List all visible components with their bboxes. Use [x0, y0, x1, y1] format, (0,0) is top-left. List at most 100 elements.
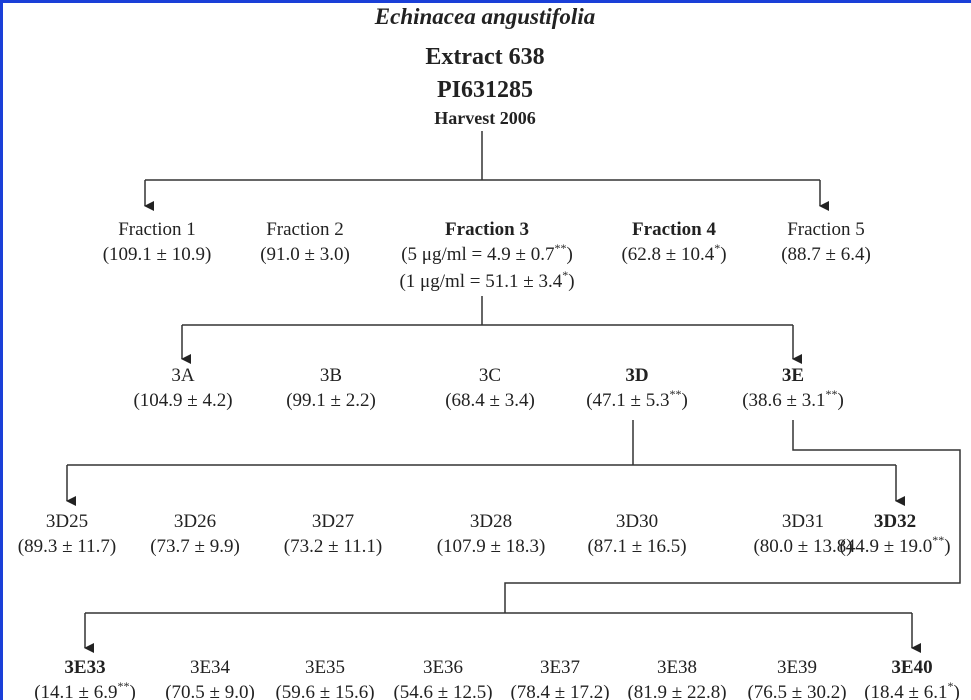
border-left — [0, 0, 3, 700]
accession: PI631285 — [437, 77, 533, 103]
value-text: (89.3 ± 11.7) — [18, 536, 116, 557]
value-text: ) — [566, 244, 572, 265]
node-value: (18.4 ± 6.1*) — [864, 679, 960, 700]
value-text: (44.9 ± 19.0 — [839, 536, 932, 557]
node-value: (38.6 ± 3.1**) — [742, 387, 844, 411]
node-value: (78.4 ± 17.2) — [510, 682, 609, 700]
value-text: (70.5 ± 9.0) — [165, 682, 255, 700]
node-value: (91.0 ± 3.0) — [260, 244, 350, 265]
connector — [67, 420, 896, 466]
node-value: (80.0 ± 13.8) — [753, 536, 852, 557]
value-text: (76.5 ± 30.2) — [747, 682, 846, 700]
node-value: (73.2 ± 11.1) — [284, 536, 382, 557]
node-name: Fraction 4 — [632, 219, 716, 240]
value-text: (109.1 ± 10.9) — [103, 244, 212, 265]
node-name: 3D25 — [46, 511, 88, 532]
value-text: (99.1 ± 2.2) — [286, 390, 376, 411]
node-value: (44.9 ± 19.0**) — [839, 533, 950, 557]
node-name: 3E37 — [540, 657, 580, 678]
node-value: (5 μg/ml = 4.9 ± 0.7**) — [401, 241, 573, 265]
value-text: (73.2 ± 11.1) — [284, 536, 382, 557]
significance: * — [714, 241, 720, 255]
nodes: Fraction 1 (109.1 ± 10.9) Fraction 2 (91.0 … — [18, 219, 960, 700]
connector — [145, 131, 820, 181]
significance: ** — [825, 387, 837, 401]
node-name: 3D31 — [782, 511, 824, 532]
node-value: (81.9 ± 22.8) — [627, 682, 726, 700]
value-text: ) — [953, 682, 959, 700]
value-text: (54.6 ± 12.5) — [393, 682, 492, 700]
species: Echinacea angustifolia — [374, 4, 595, 29]
connectors — [66, 131, 961, 653]
node-name: 3E35 — [305, 657, 345, 678]
node-name: 3E — [782, 365, 804, 386]
node-name: Fraction 3 — [445, 219, 529, 240]
node-name: 3D26 — [174, 511, 216, 532]
significance: * — [947, 679, 953, 693]
node-name: Fraction 2 — [266, 219, 344, 240]
value-text: ) — [129, 682, 135, 700]
border-top — [0, 0, 971, 3]
node-value: (99.1 ± 2.2) — [286, 390, 376, 411]
value-text: (1 μg/ml = 51.1 ± 3.4 — [399, 271, 562, 292]
node-value: (107.9 ± 18.3) — [437, 536, 546, 557]
node-name: Fraction 1 — [118, 219, 196, 240]
node-value: (109.1 ± 10.9) — [103, 244, 212, 265]
value-text: ) — [944, 536, 950, 557]
value-text: (81.9 ± 22.8) — [627, 682, 726, 700]
extract: Extract 638 — [425, 44, 544, 70]
value-text: (91.0 ± 3.0) — [260, 244, 350, 265]
node-name: 3C — [479, 365, 501, 386]
value-text: ) — [837, 390, 843, 411]
value-text: (62.8 ± 10.4 — [621, 244, 714, 265]
value-text: (73.7 ± 9.9) — [150, 536, 240, 557]
node-value: (14.1 ± 6.9**) — [34, 679, 136, 700]
value-text: (68.4 ± 3.4) — [445, 390, 535, 411]
significance: ** — [554, 241, 566, 255]
significance: ** — [117, 679, 129, 693]
node-value: (59.6 ± 15.6) — [275, 682, 374, 700]
significance: * — [562, 268, 568, 282]
value-text: ) — [720, 244, 726, 265]
value-text: (107.9 ± 18.3) — [437, 536, 546, 557]
node-value: (104.9 ± 4.2) — [133, 390, 232, 411]
value-text: (78.4 ± 17.2) — [510, 682, 609, 700]
significance: ** — [669, 387, 681, 401]
node-name: 3E33 — [64, 657, 105, 678]
value-text: (80.0 ± 13.8) — [753, 536, 852, 557]
node-value: (70.5 ± 9.0) — [165, 682, 255, 700]
node-value: (87.1 ± 16.5) — [587, 536, 686, 557]
node-name: 3A — [171, 365, 195, 386]
node-value: (1 μg/ml = 51.1 ± 3.4*) — [399, 268, 574, 292]
value-text: (47.1 ± 5.3 — [586, 390, 669, 411]
node-name: 3D — [625, 365, 648, 386]
node-name: 3E34 — [190, 657, 231, 678]
node-name: 3E38 — [657, 657, 697, 678]
value-text: (14.1 ± 6.9 — [34, 682, 117, 700]
node-name: 3E40 — [891, 657, 932, 678]
significance: ** — [932, 533, 944, 547]
value-text: (59.6 ± 15.6) — [275, 682, 374, 700]
node-value: (89.3 ± 11.7) — [18, 536, 116, 557]
harvest: Harvest 2006 — [434, 108, 535, 128]
value-text: (38.6 ± 3.1 — [742, 390, 825, 411]
value-text: (87.1 ± 16.5) — [587, 536, 686, 557]
node-value: (62.8 ± 10.4*) — [621, 241, 726, 265]
connector — [85, 420, 961, 614]
connector — [182, 296, 793, 326]
node-value: (76.5 ± 30.2) — [747, 682, 846, 700]
node-value: (68.4 ± 3.4) — [445, 390, 535, 411]
node-name: 3D30 — [616, 511, 658, 532]
value-text: (104.9 ± 4.2) — [133, 390, 232, 411]
value-text: (18.4 ± 6.1 — [864, 682, 947, 700]
node-value: (73.7 ± 9.9) — [150, 536, 240, 557]
value-text: ) — [681, 390, 687, 411]
value-text: ) — [568, 271, 574, 292]
node-name: 3D28 — [470, 511, 512, 532]
node-value: (47.1 ± 5.3**) — [586, 387, 688, 411]
node-value: (54.6 ± 12.5) — [393, 682, 492, 700]
node-value: (88.7 ± 6.4) — [781, 244, 871, 265]
node-name: 3E39 — [777, 657, 817, 678]
node-name: 3E36 — [423, 657, 463, 678]
